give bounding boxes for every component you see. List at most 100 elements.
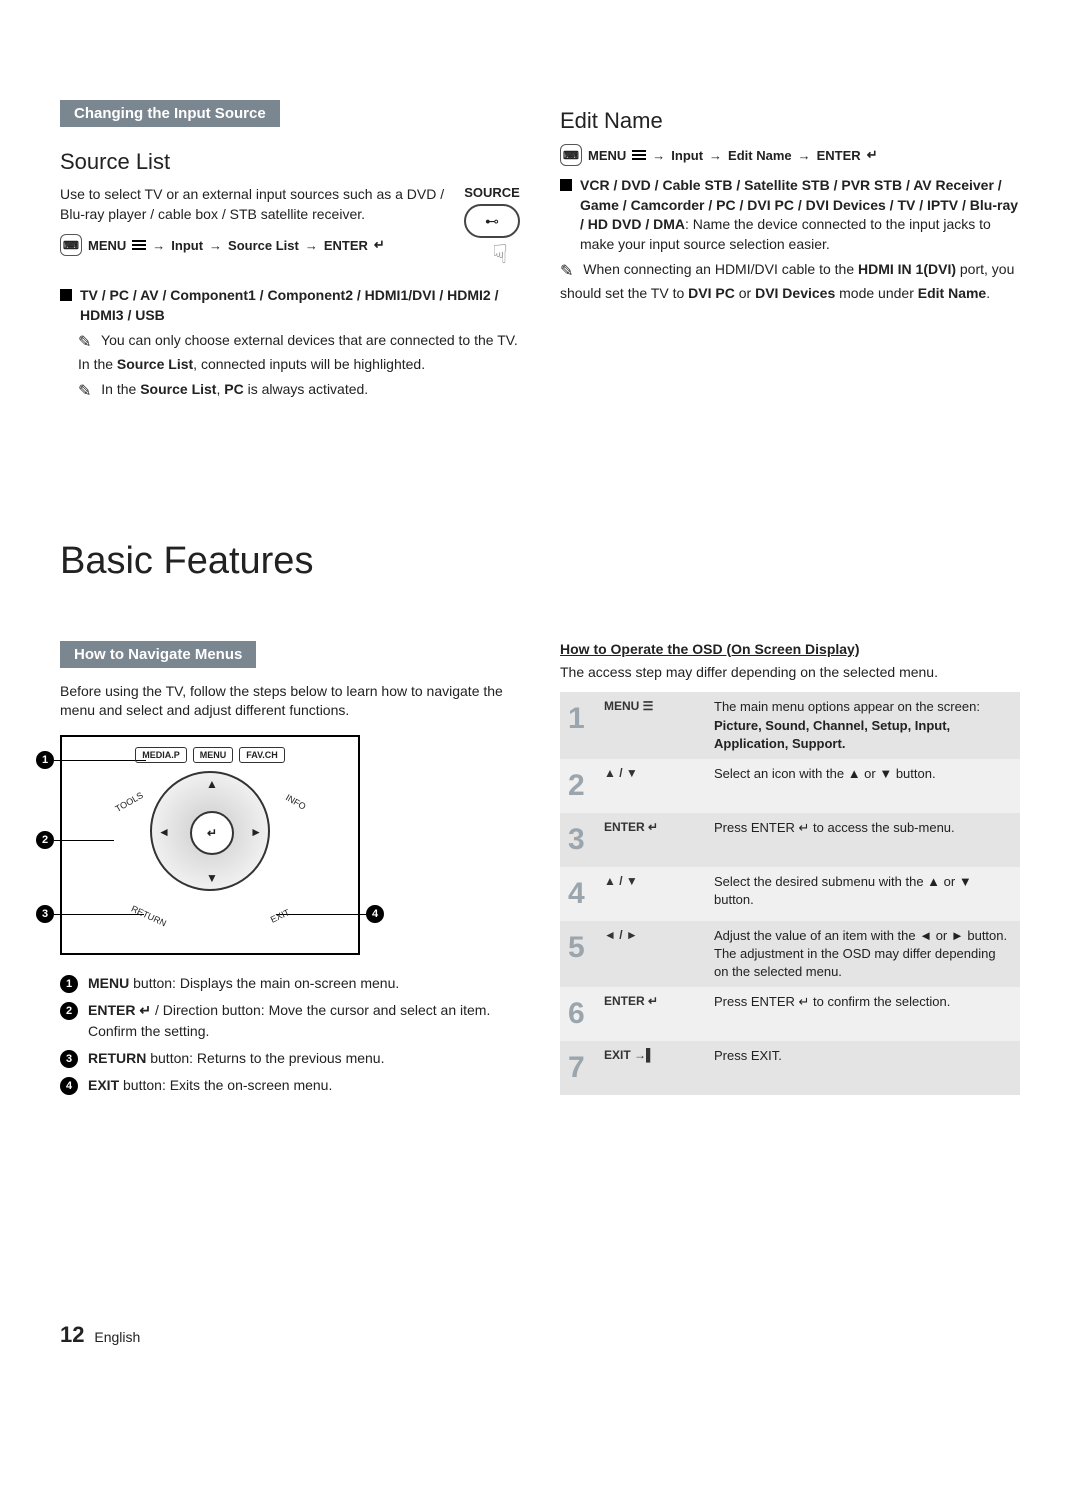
arrow: → <box>652 148 665 163</box>
menu-bars-icon <box>132 240 146 250</box>
step-desc: Press ENTER ↵ to confirm the selection. <box>706 987 1020 1041</box>
list-item: 2ENTER ↵ / Direction button: Move the cu… <box>60 1000 520 1042</box>
table-row: 3 ENTER ↵ Press ENTER ↵ to access the su… <box>560 813 1020 867</box>
page-footer: 12 English <box>60 1322 1020 1348</box>
navigate-desc: Before using the TV, follow the steps be… <box>60 682 520 721</box>
square-bullet-icon <box>60 289 72 301</box>
step-desc: Adjust the value of an item with the ◄ o… <box>706 921 1020 988</box>
step-cmd: ◄ / ► <box>596 921 706 988</box>
heading-source-list: Source List <box>60 149 520 175</box>
banner-input-source: Changing the Input Source <box>60 100 280 127</box>
table-row: 5 ◄ / ► Adjust the value of an item with… <box>560 921 1020 988</box>
source-bullet: TV / PC / AV / Component1 / Component2 /… <box>60 286 520 325</box>
editname-bullet: VCR / DVD / Cable STB / Satellite STB / … <box>560 176 1020 254</box>
badge-4: 4 <box>60 1077 78 1095</box>
step-num: 1 <box>560 692 596 759</box>
nav-menu: MENU <box>588 148 626 163</box>
nav-enter: ENTER <box>817 148 861 163</box>
nav-enter: ENTER <box>324 238 368 253</box>
label-exit: EXIT <box>269 907 291 925</box>
table-row: 7 EXIT →▌ Press EXIT. <box>560 1041 1020 1095</box>
step-num: 2 <box>560 759 596 813</box>
table-row: 2 ▲ / ▼ Select an icon with the ▲ or ▼ b… <box>560 759 1020 813</box>
arrow: → <box>709 148 722 163</box>
source-list-desc: Use to select TV or an external input so… <box>60 185 520 224</box>
list-item: 1MENU button: Displays the main on-scree… <box>60 973 520 994</box>
nav-input: Input <box>671 148 703 163</box>
callout-3: 3 <box>36 905 54 923</box>
table-row: 1 MENU ☰ The main menu options appear on… <box>560 692 1020 759</box>
arrow-down-icon: ▼ <box>206 871 218 885</box>
editname-note: ✎ When connecting an HDMI/DVI cable to t… <box>560 260 1020 303</box>
nav-sourcelist: Source List <box>228 238 299 253</box>
step-cmd: ▲ / ▼ <box>596 759 706 813</box>
arrow: → <box>152 238 165 253</box>
remote-icon: ⌨ <box>560 144 582 166</box>
footer-lang: English <box>94 1329 140 1345</box>
step-num: 4 <box>560 867 596 921</box>
source-label: SOURCE <box>464 185 520 200</box>
source-btn-outline: ⊷ ☟ <box>464 204 520 238</box>
editname-text: VCR / DVD / Cable STB / Satellite STB / … <box>580 176 1020 254</box>
callout-1: 1 <box>36 751 54 769</box>
pointing-hand-icon: ☟ <box>492 239 508 270</box>
step-cmd: MENU ☰ <box>596 692 706 759</box>
arrow-right-icon: ► <box>250 825 262 839</box>
remote-top-row: MEDIA.P MENU FAV.CH <box>70 747 350 763</box>
section-basic-features: Basic Features <box>60 540 1020 583</box>
table-row: 4 ▲ / ▼ Select the desired submenu with … <box>560 867 1020 921</box>
note-icon: ✎ <box>560 261 573 283</box>
nav-editname: Edit Name <box>728 148 792 163</box>
nav-input: Input <box>171 238 203 253</box>
badge-2: 2 <box>60 1002 78 1020</box>
step-cmd: ▲ / ▼ <box>596 867 706 921</box>
heading-edit-name: Edit Name <box>560 108 1020 134</box>
arrow-left-icon: ◄ <box>158 825 170 839</box>
list-item: 4EXIT button: Exits the on-screen menu. <box>60 1075 520 1096</box>
list-item: 3RETURN button: Returns to the previous … <box>60 1048 520 1069</box>
nav-path-editname: ⌨ MENU → Input → Edit Name → ENTER ↵ <box>560 144 1020 166</box>
label-return: RETURN <box>130 903 168 928</box>
nav-path-sourcelist: ⌨ MENU → Input → Source List → ENTER ↵ <box>60 234 452 256</box>
remote-icon: ⌨ <box>60 234 82 256</box>
badge-1: 1 <box>60 975 78 993</box>
note-icon: ✎ <box>78 332 91 354</box>
source-button-diagram: SOURCE ⊷ ☟ <box>464 185 520 238</box>
label-tools: TOOLS <box>114 790 145 814</box>
osd-section: How to Operate the OSD (On Screen Displa… <box>560 641 1020 1102</box>
btn-media: MEDIA.P <box>135 747 187 763</box>
arrow: → <box>209 238 222 253</box>
osd-heading: How to Operate the OSD (On Screen Displa… <box>560 641 1020 657</box>
callout-2: 2 <box>36 831 54 849</box>
osd-steps-table: 1 MENU ☰ The main menu options appear on… <box>560 692 1020 1095</box>
btn-favch: FAV.CH <box>239 747 285 763</box>
step-cmd: ENTER ↵ <box>596 813 706 867</box>
step-num: 5 <box>560 921 596 988</box>
menu-bars-icon <box>632 150 646 160</box>
page-number: 12 <box>60 1322 84 1347</box>
enter-icon: ↵ <box>374 237 385 253</box>
arrow-up-icon: ▲ <box>206 777 218 791</box>
source-note-2: ✎ In the Source List, PC is always activ… <box>78 380 520 403</box>
step-desc: Select the desired submenu with the ▲ or… <box>706 867 1020 921</box>
label-info: INFO <box>283 792 307 811</box>
step-desc: The main menu options appear on the scre… <box>706 692 1020 759</box>
banner-navigate: How to Navigate Menus <box>60 641 256 668</box>
callout-4: 4 <box>366 905 384 923</box>
step-cmd: ENTER ↵ <box>596 987 706 1041</box>
nav-menu: MENU <box>88 238 126 253</box>
navigate-menus-section: How to Navigate Menus Before using the T… <box>60 641 520 1102</box>
step-cmd: EXIT →▌ <box>596 1041 706 1095</box>
remote-wheel: ▲ ▼ ◄ ► ↵ <box>150 771 270 891</box>
step-num: 7 <box>560 1041 596 1095</box>
note-icon: ✎ <box>78 381 91 403</box>
source-plug-icon: ⊷ <box>485 213 499 230</box>
arrow: → <box>798 148 811 163</box>
step-desc: Select an icon with the ▲ or ▼ button. <box>706 759 1020 813</box>
table-row: 6 ENTER ↵ Press ENTER ↵ to confirm the s… <box>560 987 1020 1041</box>
step-num: 3 <box>560 813 596 867</box>
enter-icon: ↵ <box>867 147 878 163</box>
osd-desc: The access step may differ depending on … <box>560 663 1020 683</box>
arrow: → <box>305 238 318 253</box>
square-bullet-icon <box>560 179 572 191</box>
